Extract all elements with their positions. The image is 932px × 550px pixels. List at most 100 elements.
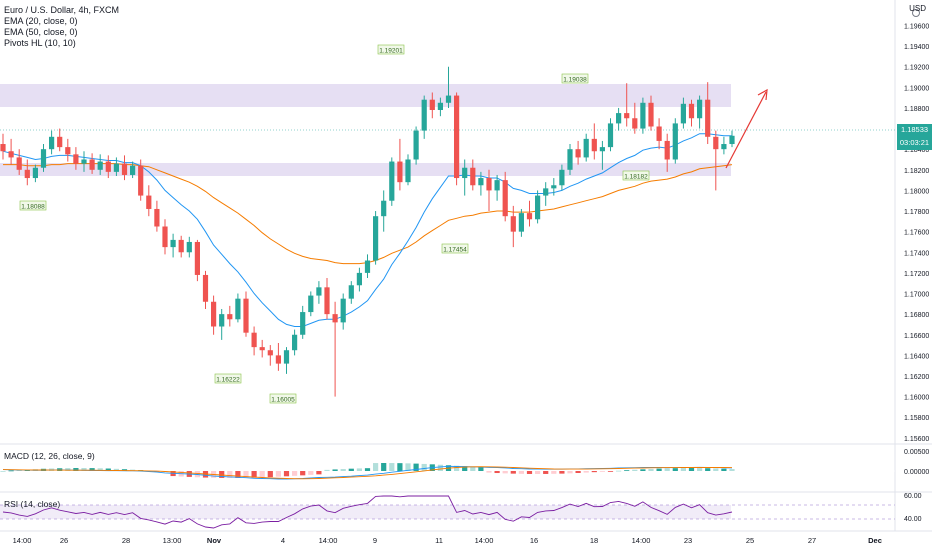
- pivot-label-box: [269, 393, 297, 404]
- price-tick-label: 1.18400: [904, 147, 929, 154]
- macd-histogram-bar: [729, 469, 735, 471]
- macd-histogram-bar: [575, 471, 581, 474]
- macd-histogram-bar: [324, 469, 330, 471]
- candle-body: [227, 314, 233, 320]
- candle-body: [551, 185, 557, 189]
- ema20-line: [2, 133, 732, 327]
- candle-body: [413, 130, 419, 160]
- pivot-label: 1.19201: [379, 48, 403, 55]
- macd-histogram-bar: [526, 471, 533, 474]
- macd-histogram-bar: [219, 471, 225, 478]
- candle-body: [121, 163, 128, 175]
- macd-histogram-bar: [607, 471, 614, 472]
- pivot-label: 1.18182: [624, 174, 648, 181]
- candle-body: [373, 216, 379, 261]
- candle-body: [235, 298, 241, 320]
- candle-body: [211, 301, 217, 327]
- candle-body: [543, 188, 549, 196]
- macd-histogram-bar: [73, 468, 79, 471]
- price-tick-label: 1.17800: [904, 209, 929, 216]
- time-tick-label: Nov: [207, 536, 222, 545]
- time-tick-label: 25: [746, 536, 754, 545]
- macd-label: MACD (12, 26, close, 9): [4, 451, 95, 461]
- macd-histogram-bar: [364, 468, 371, 471]
- price-tick-label: 1.16000: [904, 395, 929, 402]
- candle-body: [518, 213, 524, 232]
- time-tick-label: 26: [60, 536, 68, 545]
- price-tick-label: 1.18200: [904, 168, 929, 175]
- macd-histogram-bar: [648, 468, 654, 471]
- candle-body: [73, 154, 79, 164]
- time-tick-label: 27: [808, 536, 816, 545]
- macd-histogram-bar: [0, 471, 6, 472]
- candle-body: [49, 136, 55, 150]
- time-tick-label: 4: [281, 536, 285, 545]
- candle-body: [494, 180, 500, 191]
- pivot-label: 1.16222: [216, 377, 240, 384]
- candle-body: [154, 208, 160, 227]
- candle-body: [462, 167, 468, 179]
- resistance-zone: [0, 84, 731, 107]
- candle-body: [664, 140, 670, 160]
- candle-body: [57, 136, 63, 148]
- candle-body: [97, 161, 103, 170]
- candle-body: [316, 287, 322, 296]
- candle-body: [688, 103, 695, 119]
- candle-body: [40, 149, 47, 168]
- ema50-line: [3, 163, 733, 265]
- candle-body: [0, 144, 6, 152]
- candle-body: [567, 149, 573, 170]
- rsi-tick-label: 40.00: [904, 516, 922, 523]
- price-tick-label: 1.16200: [904, 374, 929, 381]
- macd-histogram-bar: [697, 468, 703, 471]
- macd-histogram-bar: [510, 471, 516, 474]
- macd-histogram-bar: [113, 468, 119, 471]
- candle-body: [640, 102, 646, 129]
- macd-histogram-bar: [454, 465, 460, 471]
- macd-histogram-bar: [478, 467, 484, 471]
- macd-histogram-bar: [65, 468, 71, 471]
- macd-histogram-bar: [656, 468, 662, 471]
- candle-body: [292, 334, 298, 351]
- candle-body: [65, 147, 71, 155]
- candle-body: [130, 165, 136, 175]
- macd-histogram-bar: [624, 470, 630, 472]
- candle-body: [243, 298, 249, 333]
- price-tick-label: 1.16400: [904, 353, 929, 360]
- time-tick-label: 14:00: [319, 536, 338, 545]
- macd-histogram-bar: [89, 468, 95, 471]
- candle-body: [138, 165, 144, 196]
- candle-body: [721, 144, 727, 150]
- candle-body: [162, 226, 168, 248]
- time-tick-label: 9: [373, 536, 377, 545]
- candle-body: [697, 99, 703, 119]
- macd-histogram-bar: [397, 463, 403, 471]
- macd-histogram-bar: [308, 471, 314, 475]
- candle-body: [170, 239, 176, 248]
- macd-histogram-bar: [332, 469, 338, 471]
- macd-histogram-bar: [389, 463, 395, 471]
- macd-histogram-bar: [462, 466, 468, 471]
- candle-body: [300, 312, 306, 335]
- candle-body: [364, 260, 371, 273]
- macd-histogram-bar: [413, 463, 419, 471]
- pivot-label-box: [441, 243, 469, 254]
- time-tick-label: 13:00: [163, 536, 182, 545]
- macd-histogram-bar: [373, 463, 379, 471]
- macd-histogram-bar: [340, 469, 346, 471]
- macd-histogram-bar: [535, 471, 541, 474]
- price-tick-label: 1.19600: [904, 23, 929, 30]
- macd-histogram-bar: [632, 469, 638, 471]
- candle-body: [583, 138, 589, 158]
- macd-histogram-bar: [567, 471, 573, 474]
- candle-body: [16, 157, 22, 170]
- rsi-band: [0, 505, 731, 519]
- currency-label: USD: [909, 4, 926, 13]
- price-tick-label: 1.19200: [904, 65, 929, 72]
- time-tick-label: 28: [122, 536, 130, 545]
- candle-body: [680, 103, 686, 124]
- candle-body: [267, 350, 273, 356]
- time-tick-label: Dec: [868, 536, 882, 545]
- macd-histogram-bar: [486, 471, 492, 473]
